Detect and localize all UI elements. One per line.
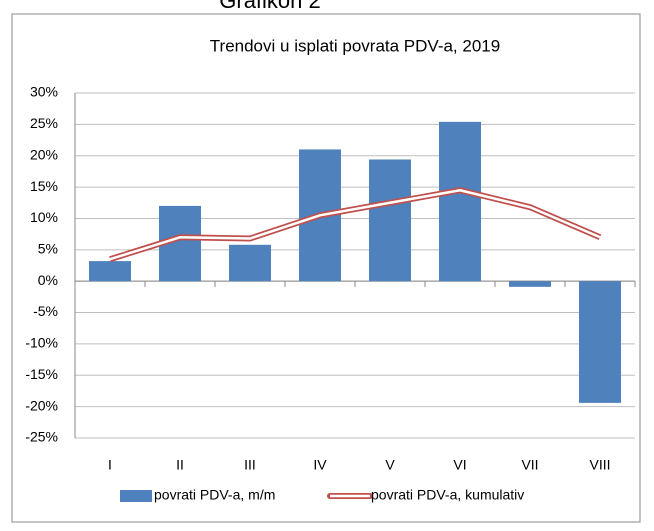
- bar: [89, 261, 131, 282]
- y-tick-label: 0%: [38, 272, 58, 288]
- heading: Grafikon 2: [219, 0, 321, 13]
- x-tick-label: III: [244, 457, 256, 473]
- legend-label: povrati PDV-a, m/m: [154, 487, 275, 503]
- bar: [439, 121, 481, 282]
- x-tick-label: IV: [313, 457, 327, 473]
- x-tick-label: I: [108, 457, 112, 473]
- x-tick-label: VI: [453, 457, 466, 473]
- y-tick-label: -5%: [33, 303, 58, 319]
- y-tick-label: 20%: [30, 146, 58, 162]
- y-tick-label: -20%: [25, 397, 58, 413]
- y-tick-label: -10%: [25, 335, 58, 351]
- bar: [229, 244, 271, 282]
- y-tick-label: -25%: [25, 429, 58, 445]
- line-inner: [109, 188, 601, 261]
- bar: [369, 159, 411, 282]
- chart-title: Trendovi u isplati povrata PDV-a, 2019: [210, 36, 500, 55]
- bar: [579, 281, 621, 403]
- x-tick-label: V: [385, 457, 395, 473]
- y-tick-label: 10%: [30, 209, 58, 225]
- y-tick-label: 30%: [30, 84, 58, 100]
- bar: [509, 281, 551, 287]
- x-tick-label: II: [176, 457, 184, 473]
- y-tick-label: 15%: [30, 178, 58, 194]
- x-tick-label: VII: [521, 457, 538, 473]
- y-tick-label: 25%: [30, 115, 58, 131]
- chart-border: [11, 13, 641, 523]
- y-tick-label: 5%: [38, 241, 58, 257]
- legend-label: povrati PDV-a, kumulativ: [371, 487, 524, 503]
- x-tick-label: VIII: [589, 457, 610, 473]
- y-tick-label: -15%: [25, 366, 58, 382]
- legend-swatch: [120, 490, 152, 502]
